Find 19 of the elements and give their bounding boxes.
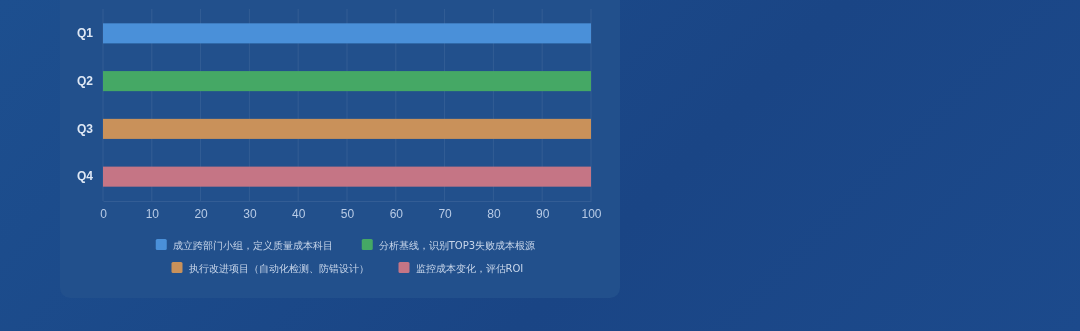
x-tick-label: 90 — [536, 206, 550, 221]
y-tick-label: Q4 — [76, 169, 94, 184]
legend-label: 成立跨部门小组，定义质量成本科目 — [172, 239, 333, 251]
y-tick-label: Q2 — [76, 73, 94, 88]
x-tick-label: 0 — [100, 206, 108, 221]
y-tick-label: Q3 — [76, 121, 94, 136]
x-tick-label: 20 — [194, 206, 209, 221]
legend-label: 分析基线，识别TOP3失败成本根源 — [378, 239, 536, 251]
legend-label: 监控成本变化，评估ROI — [415, 262, 524, 274]
x-tick-label: 50 — [340, 206, 355, 221]
legend-label: 执行改进项目（自动化检测、防错设计） — [188, 262, 369, 274]
x-tick-label: 40 — [292, 206, 306, 221]
x-tick-label: 30 — [243, 206, 257, 221]
x-tick-label: 80 — [487, 206, 501, 221]
x-tick-label: 10 — [145, 206, 160, 221]
x-tick-label: 60 — [389, 206, 404, 221]
y-tick-label: Q1 — [76, 26, 94, 41]
x-tick-label: 100 — [581, 206, 602, 221]
x-tick-label: 70 — [438, 206, 453, 221]
